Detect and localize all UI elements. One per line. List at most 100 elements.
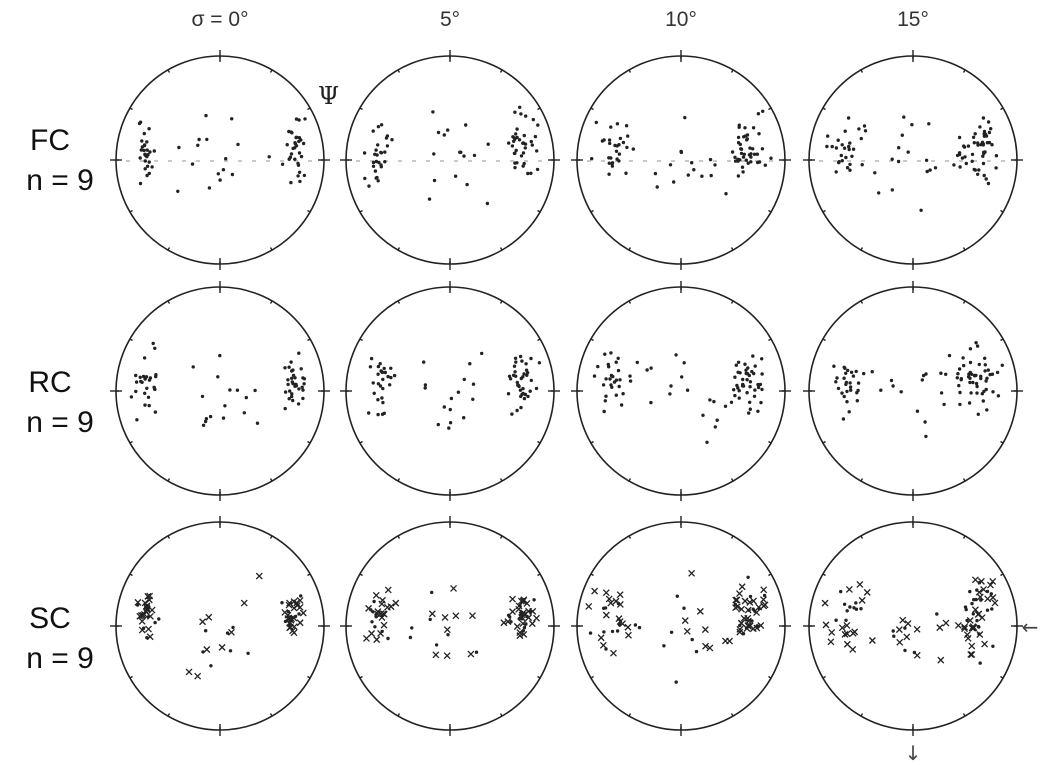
cross-marker bbox=[696, 607, 704, 615]
dot-marker bbox=[986, 120, 991, 124]
minor-tick bbox=[730, 69, 734, 73]
dot-marker bbox=[236, 142, 240, 147]
stereonet-fc-1 bbox=[340, 50, 560, 270]
dot-marker bbox=[296, 163, 301, 167]
dot-marker bbox=[218, 178, 222, 182]
dot-marker bbox=[286, 382, 290, 387]
dot-marker bbox=[139, 148, 143, 152]
dot-marker bbox=[700, 174, 704, 178]
dot-marker bbox=[376, 372, 380, 376]
dot-marker bbox=[750, 369, 754, 374]
cross-marker bbox=[970, 624, 978, 632]
dot-marker bbox=[621, 140, 626, 145]
dot-marker bbox=[129, 395, 134, 399]
dot-marker bbox=[738, 158, 742, 162]
dot-marker bbox=[760, 147, 765, 151]
stereonet-fc-3 bbox=[803, 50, 1023, 270]
dot-marker bbox=[857, 127, 861, 131]
dot-marker bbox=[471, 397, 475, 401]
minor-tick bbox=[167, 300, 171, 304]
cross-marker bbox=[745, 622, 752, 630]
dot-marker bbox=[299, 138, 303, 142]
cross-marker bbox=[203, 646, 211, 653]
cross-marker bbox=[841, 630, 849, 638]
dot-marker bbox=[529, 139, 533, 144]
dot-marker bbox=[235, 388, 240, 392]
dot-marker bbox=[668, 392, 672, 396]
dot-marker bbox=[760, 357, 764, 361]
cross-marker bbox=[378, 600, 386, 608]
dot-marker bbox=[617, 143, 621, 147]
dot-marker bbox=[979, 142, 983, 147]
dot-marker bbox=[142, 356, 147, 360]
dot-marker bbox=[991, 390, 995, 394]
cross-marker bbox=[954, 621, 962, 629]
dot-marker bbox=[533, 134, 538, 139]
dot-marker bbox=[983, 363, 987, 367]
cross-marker bbox=[721, 637, 729, 645]
dot-marker bbox=[741, 155, 746, 159]
stereonet-rc-3 bbox=[803, 281, 1023, 501]
dot-marker bbox=[738, 142, 742, 147]
dot-marker bbox=[464, 123, 468, 127]
cross-marker bbox=[746, 598, 754, 606]
dot-marker bbox=[851, 147, 856, 151]
dot-marker bbox=[145, 636, 149, 640]
dot-marker bbox=[733, 375, 737, 379]
dot-marker bbox=[225, 631, 230, 635]
cross-marker bbox=[513, 623, 521, 630]
dot-marker bbox=[748, 380, 753, 384]
dot-marker bbox=[748, 385, 752, 389]
dot-marker bbox=[386, 374, 390, 379]
dot-marker bbox=[147, 160, 151, 164]
dot-marker bbox=[221, 416, 226, 420]
dot-marker bbox=[615, 157, 619, 161]
dot-marker bbox=[736, 174, 741, 178]
cross-marker bbox=[227, 628, 235, 636]
dot-marker bbox=[741, 377, 745, 382]
cross-marker bbox=[624, 631, 632, 639]
dot-marker bbox=[522, 133, 526, 138]
dot-marker bbox=[157, 617, 161, 621]
dot-marker bbox=[283, 406, 287, 411]
cross-marker bbox=[528, 620, 536, 628]
down-arrow-icon: ↓ bbox=[905, 741, 922, 765]
dot-marker bbox=[957, 152, 962, 157]
dot-marker bbox=[990, 143, 994, 147]
minor-tick bbox=[499, 478, 503, 482]
dot-marker bbox=[745, 391, 749, 395]
dot-marker bbox=[927, 122, 931, 126]
dot-marker bbox=[296, 174, 300, 178]
cross-marker bbox=[991, 599, 999, 607]
dot-marker bbox=[760, 387, 764, 392]
dot-marker bbox=[850, 154, 854, 158]
dot-marker bbox=[840, 143, 844, 147]
dot-marker bbox=[748, 594, 753, 599]
cross-marker bbox=[624, 623, 632, 631]
dot-marker bbox=[748, 407, 752, 411]
minor-tick bbox=[499, 247, 503, 251]
dot-marker bbox=[968, 589, 972, 594]
dot-marker bbox=[975, 618, 979, 623]
dot-marker bbox=[834, 170, 838, 174]
dot-marker bbox=[686, 173, 690, 177]
dot-marker bbox=[625, 145, 629, 150]
dot-marker bbox=[862, 124, 867, 128]
dot-marker bbox=[957, 383, 961, 388]
dot-marker bbox=[390, 138, 394, 142]
dot-marker bbox=[299, 154, 304, 159]
dot-marker bbox=[286, 610, 291, 614]
dot-marker bbox=[519, 112, 523, 116]
cross-marker bbox=[529, 607, 537, 615]
dot-marker bbox=[925, 169, 929, 174]
dot-marker bbox=[753, 364, 757, 368]
cross-marker bbox=[895, 626, 903, 634]
dot-marker bbox=[624, 171, 628, 175]
dot-marker bbox=[973, 132, 977, 136]
dot-marker bbox=[604, 394, 608, 398]
cross-marker bbox=[760, 596, 767, 604]
dot-marker bbox=[512, 139, 516, 143]
dot-marker bbox=[216, 375, 220, 379]
dot-marker bbox=[852, 606, 856, 610]
